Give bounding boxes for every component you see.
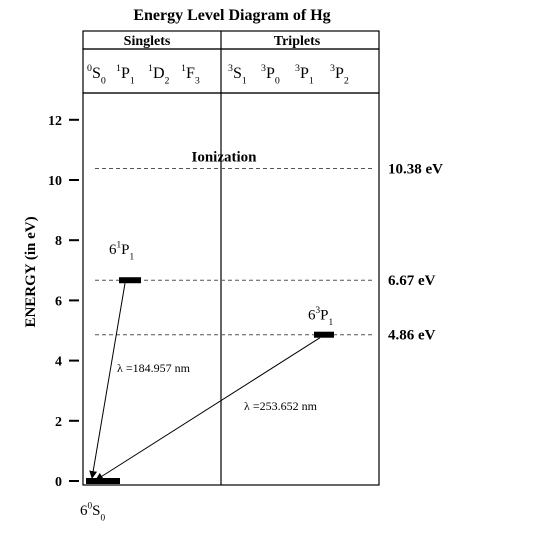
transition-arrow [95, 337, 321, 481]
y-axis: 0 2 4 6 8 10 12 [48, 114, 79, 490]
energy-levels: 10.38 eV Ionization 6.67 eV 61P1 4.86 eV 63P1… [80, 150, 443, 524]
state-label: 61P1 [109, 240, 135, 262]
term-symbol: 1P1 [116, 63, 135, 87]
transition-arrow [89, 283, 126, 479]
plot-frame [82, 92, 380, 486]
term-symbol: 3P1 [295, 63, 314, 87]
y-tick-label: 4 [55, 355, 62, 370]
energy-value-label: 10.38 eV [388, 162, 443, 178]
term-symbols: 0S0 1P1 1D2 1F3 3S1 3P0 3P1 3P2 [87, 63, 349, 87]
wavelength-label: λ =253.652 nm [244, 399, 318, 413]
wavelength-label: λ =184.957 nm [117, 361, 191, 375]
term-symbol: 3P2 [330, 63, 349, 87]
singlets-header: Singlets [124, 34, 171, 49]
ionization-label: Ionization [191, 150, 257, 166]
term-symbol: 3P0 [261, 63, 280, 87]
triplets-header: Triplets [274, 34, 321, 49]
term-symbol: 1D2 [148, 63, 170, 87]
y-axis-label: ENERGY (in eV) [23, 216, 39, 327]
state-level-bar [314, 331, 334, 338]
term-symbol: 3S1 [228, 63, 247, 87]
state-level-bar [119, 277, 141, 284]
y-tick-label: 10 [48, 174, 62, 189]
y-tick-label: 8 [55, 234, 62, 249]
y-tick-label: 0 [55, 475, 62, 490]
transitions: λ =184.957 nm λ =253.652 nm [89, 283, 321, 481]
state-label: 60S0 [80, 501, 106, 523]
term-symbol: 0S0 [87, 63, 106, 87]
term-symbol: 1F3 [181, 63, 200, 87]
y-tick-label: 12 [48, 114, 62, 129]
y-tick-label: 2 [55, 415, 62, 430]
state-level-bar [86, 478, 120, 484]
state-label: 63P1 [308, 306, 334, 328]
y-tick-label: 6 [55, 294, 62, 309]
energy-value-label: 4.86 eV [388, 328, 436, 344]
energy-value-label: 6.67 eV [388, 273, 436, 289]
diagram-title: Energy Level Diagram of Hg [133, 7, 330, 24]
